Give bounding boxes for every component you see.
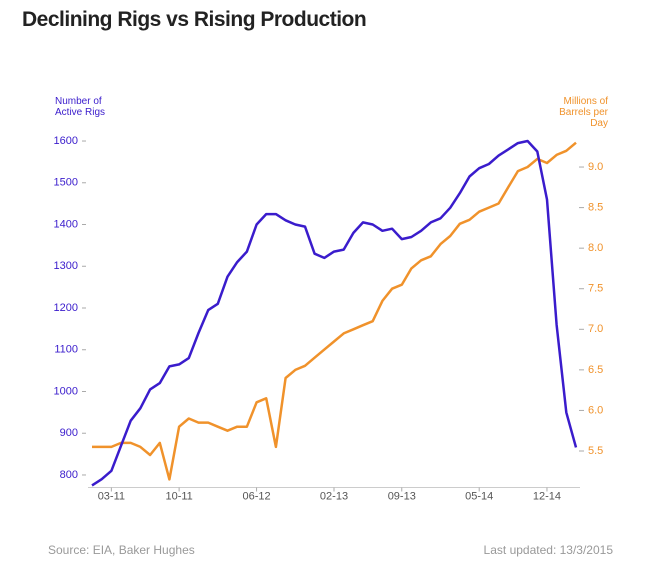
data-line	[91, 139, 578, 487]
y-tick-label: 900	[60, 427, 78, 439]
y-tick-label: 800	[60, 469, 78, 481]
y-tick-label: 1000	[54, 385, 78, 397]
y2-tick-label: 6.5	[588, 364, 603, 376]
y2-tick-label: 9.0	[588, 161, 603, 173]
y-tick-label: 1600	[54, 135, 78, 147]
x-tick-label: 02-13	[320, 490, 348, 502]
y2-axis-label: Millions of Barrels per Day	[559, 96, 608, 129]
x-tick-label: 12-14	[533, 490, 561, 502]
data-line	[92, 141, 577, 481]
x-tick-label: 03-11	[98, 490, 125, 502]
y-tick-label: 1100	[54, 344, 78, 356]
x-tick-label: 05-14	[465, 490, 493, 502]
updated-note: Last updated: 13/3/2015	[483, 543, 613, 557]
chart-title: Declining Rigs vs Rising Production	[22, 8, 367, 31]
y2-tick-label: 8.0	[588, 242, 603, 254]
x-tick-label: 10-11	[165, 490, 192, 502]
x-tick-label: 06-12	[242, 490, 270, 502]
y-tick-label: 1200	[54, 302, 78, 314]
y-axis-label: Number of Active Rigs	[55, 96, 106, 118]
y-tick-label: 1500	[54, 177, 78, 189]
y2-tick-label: 8.5	[588, 202, 603, 214]
source-note: Source: EIA, Baker Hughes	[48, 543, 195, 557]
y-tick-label: 1300	[54, 260, 78, 272]
y2-tick-label: 7.5	[588, 283, 603, 295]
y2-tick-label: 5.5	[588, 445, 603, 457]
x-tick-label: 09-13	[388, 490, 416, 502]
y-tick-label: 1400	[54, 218, 78, 230]
y2-tick-label: 7.0	[588, 323, 603, 335]
y2-tick-label: 6.0	[588, 404, 603, 416]
